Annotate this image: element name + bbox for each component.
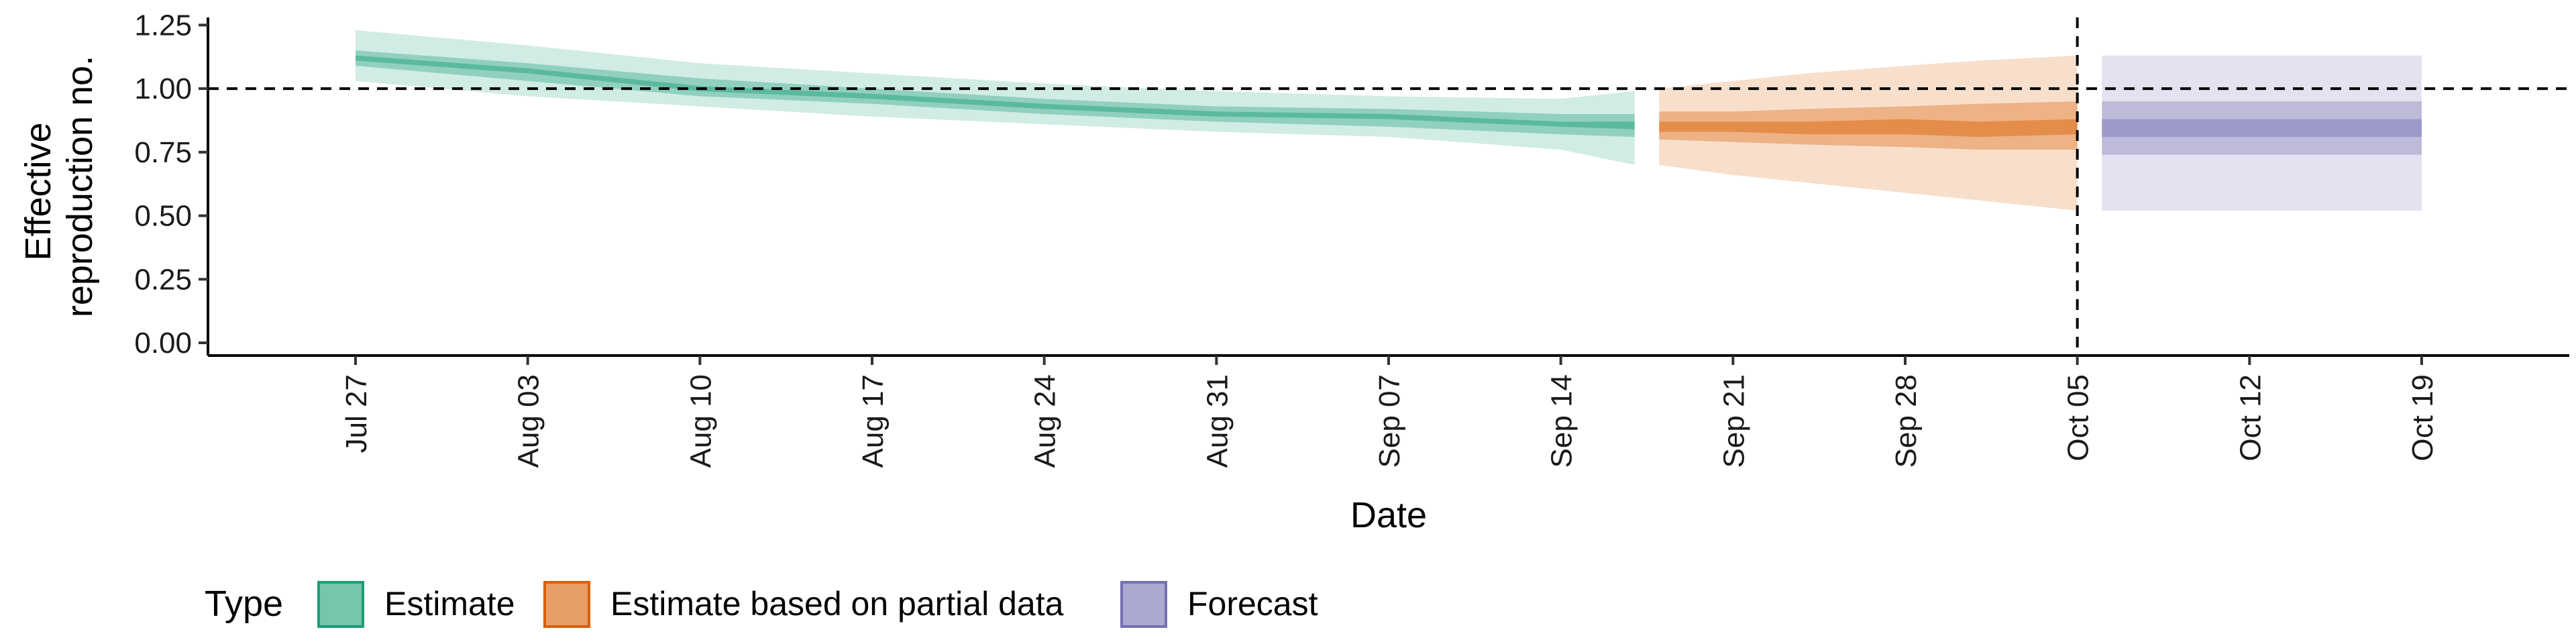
legend-item: Estimate based on partial data <box>543 581 1064 628</box>
legend: Type Estimate Estimate based on partial d… <box>205 581 1318 628</box>
band-20-series-1 <box>1659 119 2078 138</box>
band-50-series-0 <box>356 50 1635 138</box>
x-tick-label: Sep 28 <box>1890 374 1923 468</box>
y-tick-label: 0.00 <box>134 327 192 360</box>
band-90-series-0 <box>356 30 1635 165</box>
band-50-series-2 <box>2102 101 2422 155</box>
y-axis-title: Effective reproduction no. <box>18 56 100 317</box>
series-2-bands <box>2102 55 2422 211</box>
y-tick-label: 1.25 <box>134 9 192 42</box>
legend-swatch <box>1120 581 1167 628</box>
y-axis-title-line-1: Effective <box>18 122 58 260</box>
x-tick-label: Aug 17 <box>857 374 890 468</box>
reference-lines <box>208 17 2569 356</box>
x-tick-label: Sep 07 <box>1373 374 1406 468</box>
x-axis-title: Date <box>1350 495 1427 535</box>
band-90-series-2 <box>2102 55 2422 211</box>
x-tick-label: Oct 19 <box>2406 374 2439 462</box>
x-tick-label: Oct 12 <box>2234 374 2267 462</box>
y-axis-title-line-2: reproduction no. <box>60 56 100 317</box>
band-20-series-0 <box>356 55 1635 129</box>
band-20-series-2 <box>2102 119 2422 138</box>
x-tick-label: Sep 14 <box>1546 374 1578 468</box>
y-tick-label: 0.75 <box>134 136 192 169</box>
y-tick-label: 0.50 <box>134 200 192 233</box>
legend-swatch <box>543 581 590 628</box>
y-tick-label: 0.25 <box>134 263 192 296</box>
x-tick-label: Aug 10 <box>684 374 717 468</box>
band-50-series-1 <box>1659 101 2078 150</box>
legend-swatch <box>317 581 364 628</box>
legend-item: Forecast <box>1120 581 1318 628</box>
legend-label: Forecast <box>1187 585 1318 623</box>
legend-label: Estimate <box>384 585 515 623</box>
series-1-bands <box>1659 55 2078 211</box>
band-90-series-1 <box>1659 55 2078 211</box>
legend-label: Estimate based on partial data <box>610 585 1064 623</box>
y-tick-label: 1.00 <box>134 72 192 105</box>
legend-item: Estimate <box>317 581 515 628</box>
x-tick-label: Aug 24 <box>1029 374 1062 468</box>
x-tick-label: Aug 31 <box>1201 374 1234 468</box>
credible-interval-bands <box>356 30 2422 211</box>
y-axis-ticks: 0.00 0.25 0.50 0.75 1.00 1.25 <box>134 9 208 360</box>
x-axis-ticks: Jul 27 Aug 03 Aug 10 Aug 17 Aug 24 Aug 31 Sep … <box>340 356 2439 468</box>
legend-title: Type <box>205 584 283 624</box>
x-tick-label: Sep 21 <box>1717 374 1750 468</box>
x-tick-label: Jul 27 <box>340 374 373 453</box>
series-0-bands <box>356 30 1635 165</box>
x-tick-label: Oct 05 <box>2062 374 2095 462</box>
x-tick-label: Aug 03 <box>513 374 545 468</box>
